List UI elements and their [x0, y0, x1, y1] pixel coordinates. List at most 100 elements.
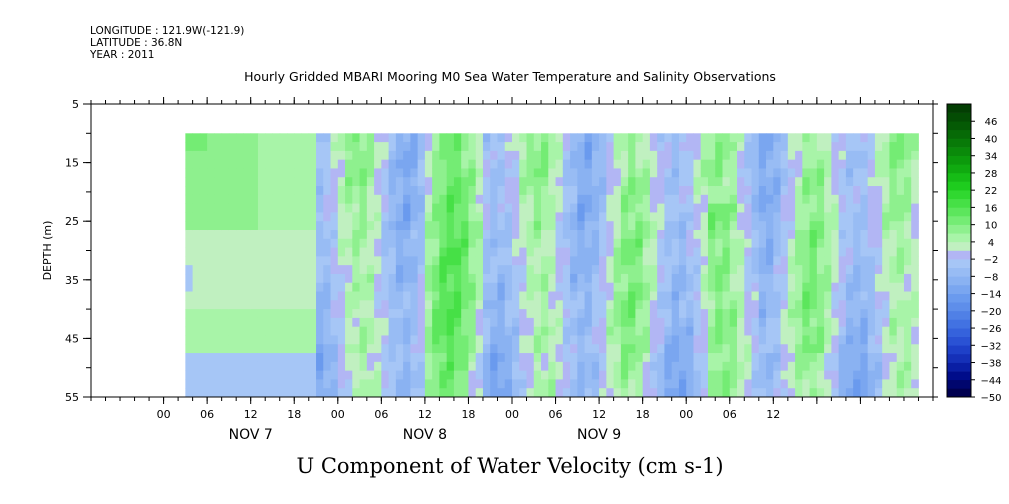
heatmap-cell	[693, 221, 702, 231]
heatmap-cell	[722, 221, 731, 231]
heatmap-cell	[693, 388, 702, 398]
heatmap-cell	[787, 370, 796, 380]
heatmap-cell	[599, 309, 607, 319]
heatmap-cell	[316, 159, 324, 169]
heatmap-cell	[185, 142, 194, 152]
heatmap-cell	[395, 142, 404, 152]
heatmap-cell	[824, 361, 832, 372]
heatmap-cell	[867, 212, 876, 222]
heatmap-cell	[192, 256, 201, 266]
heatmap-cell	[787, 388, 796, 398]
heatmap-cell	[802, 353, 810, 363]
heatmap-cell	[758, 194, 767, 205]
heatmap-cell	[707, 238, 716, 248]
heatmap-cell	[301, 150, 310, 161]
x-date-label: NOV 7	[229, 427, 273, 443]
heatmap-cell	[294, 379, 302, 389]
heatmap-cell	[845, 256, 854, 266]
year-label: YEAR : 2011	[90, 49, 155, 61]
heatmap-cell	[497, 326, 506, 336]
heatmap-cell	[214, 238, 223, 248]
heatmap-cell	[613, 229, 622, 240]
heatmap-cell	[577, 353, 585, 363]
heatmap-cell	[555, 203, 564, 213]
heatmap-cell	[874, 353, 883, 363]
colorbar-swatch	[947, 353, 971, 363]
heatmap-cell	[490, 203, 498, 213]
heatmap-cell	[236, 326, 244, 336]
heatmap-cell	[323, 273, 331, 284]
colorbar-swatch	[947, 250, 971, 260]
heatmap-cell	[519, 370, 527, 380]
heatmap-cell	[439, 273, 448, 284]
heatmap-cell	[737, 317, 745, 328]
colorbar-tick-label: −2	[984, 255, 999, 266]
heatmap-cell	[635, 317, 644, 328]
heatmap-cell	[279, 344, 288, 354]
heatmap-cell	[751, 150, 760, 161]
heatmap-cell	[417, 212, 426, 222]
heatmap-cell	[744, 203, 752, 213]
heatmap-cell	[635, 344, 644, 354]
heatmap-cell	[366, 247, 375, 257]
heatmap-cell	[512, 326, 520, 336]
heatmap-cell	[388, 229, 397, 240]
heatmap-cell	[584, 142, 593, 152]
heatmap-cell	[236, 212, 244, 222]
heatmap-cell	[599, 282, 607, 292]
heatmap-cell	[482, 256, 491, 266]
heatmap-cell	[381, 379, 389, 389]
heatmap-cell	[889, 326, 898, 336]
heatmap-cell	[461, 203, 469, 213]
heatmap-cell	[410, 168, 419, 178]
heatmap-cell	[519, 194, 527, 205]
heatmap-cell	[795, 238, 803, 248]
heatmap-cell	[475, 370, 484, 380]
heatmap-cell	[715, 212, 723, 222]
heatmap-cell	[671, 335, 680, 345]
heatmap-cell	[475, 309, 484, 319]
heatmap-cell	[664, 159, 673, 169]
heatmap-cell	[490, 238, 498, 248]
heatmap-cell	[882, 238, 890, 248]
heatmap-cell	[686, 379, 694, 389]
heatmap-cell	[889, 212, 898, 222]
heatmap-cell	[468, 247, 477, 257]
heatmap-cell	[599, 335, 607, 345]
heatmap-cell	[337, 203, 346, 213]
heatmap-cell	[620, 388, 629, 398]
heatmap-cell	[461, 326, 469, 336]
heatmap-cell	[889, 388, 898, 398]
heatmap-cell	[308, 335, 317, 345]
heatmap-cell	[403, 247, 411, 257]
heatmap-cell	[410, 194, 419, 205]
heatmap-cell	[751, 291, 760, 301]
heatmap-cell	[330, 221, 339, 231]
heatmap-cell	[374, 353, 382, 363]
heatmap-cell	[802, 177, 810, 187]
heatmap-cell	[308, 238, 317, 248]
heatmap-cell	[395, 379, 404, 389]
heatmap-cell	[257, 256, 266, 266]
heatmap-cell	[882, 159, 890, 169]
heatmap-cell	[693, 186, 702, 196]
heatmap-cell	[766, 344, 774, 354]
heatmap-cell	[374, 379, 382, 389]
heatmap-cell	[766, 282, 774, 292]
heatmap-cell	[199, 282, 208, 292]
y-tick-label: 5	[72, 98, 79, 111]
heatmap-cell	[889, 344, 898, 354]
heatmap-cell	[758, 212, 767, 222]
heatmap-cell	[228, 203, 237, 213]
heatmap-cell	[185, 194, 194, 205]
heatmap-cell	[308, 353, 317, 363]
heatmap-cell	[199, 133, 208, 143]
heatmap-cell	[345, 265, 353, 275]
heatmap-cell	[591, 229, 600, 240]
heatmap-cell	[185, 300, 194, 310]
heatmap-cell	[345, 186, 353, 196]
heatmap-cell	[541, 361, 549, 372]
heatmap-cell	[388, 133, 397, 143]
heatmap-cell	[657, 203, 665, 213]
heatmap-cell	[664, 142, 673, 152]
